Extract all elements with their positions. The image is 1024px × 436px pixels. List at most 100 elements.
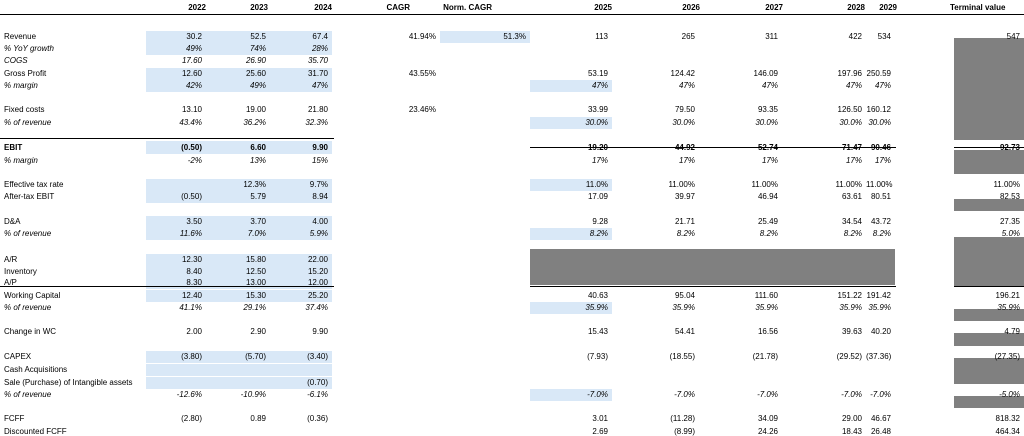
header-2024: 2024: [314, 3, 332, 12]
input-fill-hist: [146, 179, 332, 191]
row-label: A/P: [4, 278, 17, 287]
ebit-rule-tv: [954, 147, 1024, 148]
header-2022: 2022: [188, 3, 206, 12]
hist-cell: 12.60: [181, 69, 202, 78]
hist-cell: 43.4%: [179, 118, 202, 127]
hist-cell: 31.70: [307, 69, 328, 78]
header-2028: 2028: [847, 3, 865, 12]
proj-cell: 40.20: [870, 327, 891, 336]
tv-gray-6: [954, 333, 1024, 346]
hist-cell: 11.6%: [179, 229, 202, 238]
input-fill-hist: [146, 364, 332, 376]
proj-cell: (8.99): [674, 427, 695, 436]
proj-cell: 25.49: [757, 217, 778, 226]
hist-cell: 13.10: [181, 105, 202, 114]
row-label: % of revenue: [4, 229, 52, 238]
row-label: CAPEX: [4, 352, 32, 361]
proj-cell: 11.00%: [835, 180, 862, 189]
proj-cell: 54.41: [674, 327, 695, 336]
proj-cell: 15.43: [587, 327, 608, 336]
hist-cell: (0.50): [181, 143, 202, 152]
hist-cell: 19.00: [245, 105, 266, 114]
row-label: % margin: [4, 156, 38, 165]
tv-gray-7: [954, 358, 1024, 384]
proj-cell: 30.0%: [585, 118, 608, 127]
hist-cell: 74%: [249, 44, 266, 53]
hist-cell: (3.80): [181, 352, 202, 361]
hist-cell: 22.00: [307, 255, 328, 264]
tv-cell: 27.35: [999, 217, 1020, 226]
proj-cell: 197.96: [837, 69, 862, 78]
row-label: Inventory: [4, 267, 37, 276]
proj-cell: -7.0%: [757, 390, 778, 399]
tv-cell: 92.73: [999, 143, 1020, 152]
cagr-cell: 43.55%: [408, 69, 436, 78]
hist-cell: 7.0%: [247, 229, 266, 238]
hist-cell: 5.79: [250, 192, 266, 201]
cagr-cell: 23.46%: [408, 105, 436, 114]
proj-cell: 311: [765, 32, 778, 41]
tv-cell: 818.32: [995, 414, 1020, 423]
row-label: % margin: [4, 81, 38, 90]
hist-cell: 26.90: [245, 56, 266, 65]
header-2023: 2023: [250, 3, 268, 12]
header-terminal-value: Terminal value: [950, 3, 1006, 12]
proj-cell: (29.52): [836, 352, 862, 361]
proj-cell: 30.0%: [839, 118, 862, 127]
row-label: EBIT: [4, 143, 23, 152]
proj-cell: 250.59: [866, 69, 891, 78]
tv-gray-5: [954, 309, 1024, 321]
tv-cell: 5.0%: [1001, 229, 1020, 238]
hist-cell: 2.90: [250, 327, 266, 336]
proj-cell: -7.0%: [587, 390, 608, 399]
hist-cell: 15%: [311, 156, 328, 165]
tv-gray-8: [954, 396, 1024, 408]
input-fill-hist: [146, 68, 332, 80]
proj-cell: 9.28: [592, 217, 608, 226]
input-fill-norm-cagr: [440, 31, 530, 43]
proj-cell: 534: [877, 32, 891, 41]
proj-cell: 19.20: [587, 143, 608, 152]
proj-cell: 71.47: [841, 143, 862, 152]
proj-cell: 43.72: [870, 217, 891, 226]
proj-cell: 8.2%: [872, 229, 891, 238]
hist-cell: (3.40): [307, 352, 328, 361]
proj-cell: 47%: [591, 81, 608, 90]
proj-cell: (21.78): [752, 352, 778, 361]
row-label: Sale (Purchase) of Intangible assets: [4, 378, 133, 387]
proj-cell: 17%: [761, 156, 778, 165]
norm-cagr-cell: 51.3%: [503, 32, 526, 41]
proj-cell: 34.54: [841, 217, 862, 226]
proj-cell: 40.63: [587, 291, 608, 300]
row-label: Gross Profit: [4, 69, 47, 78]
proj-cell: 8.2%: [843, 229, 862, 238]
row-label: D&A: [4, 217, 21, 226]
proj-cell: 47%: [845, 81, 862, 90]
input-fill-hist: [146, 228, 332, 240]
header-norm-cagr: Norm. CAGR: [443, 3, 492, 12]
hist-cell: 28%: [311, 44, 328, 53]
row-label: % YoY growth: [4, 44, 54, 53]
tv-gray-2: [954, 150, 1024, 174]
hist-cell: 8.94: [312, 192, 328, 201]
proj-cell: -7.0%: [841, 390, 862, 399]
wc-rule-tv: [954, 286, 1024, 287]
tv-cell: 196.21: [995, 291, 1020, 300]
proj-cell: 191.42: [866, 291, 891, 300]
header-2025: 2025: [594, 3, 612, 12]
input-fill-ebit: [146, 141, 332, 154]
header-2026: 2026: [682, 3, 700, 12]
hist-cell: 12.50: [245, 267, 266, 276]
proj-cell: 11.00%: [668, 180, 695, 189]
proj-cell: 146.09: [753, 69, 778, 78]
row-label: Revenue: [4, 32, 37, 41]
input-fill-hist: [146, 31, 332, 43]
proj-cell: 113: [595, 32, 608, 41]
hist-cell: 37.4%: [305, 303, 328, 312]
proj-cell: (11.28): [670, 414, 695, 423]
proj-cell: 30.0%: [868, 118, 891, 127]
input-fill-2025: [530, 228, 612, 240]
input-fill-hist: [146, 191, 332, 203]
proj-cell: 422: [848, 32, 862, 41]
proj-cell: 80.51: [870, 192, 891, 201]
